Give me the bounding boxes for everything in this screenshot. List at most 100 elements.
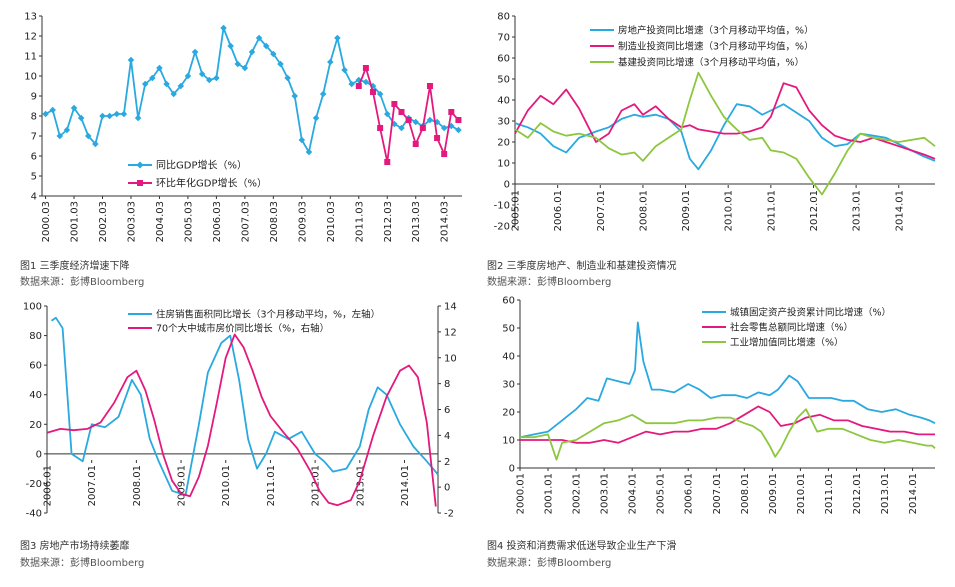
data-point: [70, 104, 78, 112]
data-point: [291, 92, 298, 100]
caption-chart1: 图1 三季度经济增速下降: [20, 261, 130, 272]
data-point: [370, 89, 377, 95]
x-tick-label: 2000.03: [41, 201, 52, 242]
x-tick-label: 2004.03: [155, 201, 166, 242]
x-tick-label: 2014.01: [894, 190, 905, 231]
x-tick-label: 2011.03: [354, 201, 365, 242]
data-point: [341, 66, 348, 74]
y-tick-label: -10: [494, 201, 510, 212]
x-tick-label: 2008.03: [269, 201, 280, 242]
y-tick-label: 0: [504, 180, 510, 191]
x-tick-label: 2007.03: [240, 201, 251, 242]
x-tick-label: 2007.01: [596, 190, 607, 231]
series-line-2: [520, 405, 935, 444]
legend-marker: [136, 161, 144, 169]
data-point: [63, 126, 71, 134]
data-point: [85, 132, 92, 140]
data-point: [213, 74, 220, 82]
x-tick-label: 2010.03: [326, 201, 337, 242]
x-tick-label: 2009.01: [681, 190, 692, 231]
data-point: [198, 70, 206, 78]
y-tick-label: 10: [502, 436, 515, 447]
x-tick-label: 2012.01: [809, 190, 820, 231]
source-chart1: 数据来源：彭博Bloomberg: [20, 277, 145, 288]
x-tick-label: 2010.01: [796, 473, 807, 514]
y-right-tick-label: 8: [444, 379, 450, 390]
y-tick-label: 40: [497, 96, 510, 107]
y-tick-label: 50: [502, 324, 515, 335]
y-tick-label: 80: [29, 331, 42, 342]
x-tick-label: 2014.01: [908, 473, 919, 514]
y-tick-label: 12: [24, 32, 37, 43]
data-point: [398, 124, 405, 132]
data-point: [120, 110, 128, 118]
y-tick-label: 9: [31, 92, 37, 103]
series-line-3: [514, 71, 936, 196]
x-tick-label: 2000.01: [516, 473, 527, 514]
legend-label: 房地产投资同比增速（3个月移动平均值，%）: [618, 25, 814, 37]
x-tick-label: 2012.01: [311, 465, 322, 506]
y-tick-label: 40: [502, 352, 515, 363]
x-tick-label: 2014.03: [440, 201, 451, 242]
y-tick-label: 70: [497, 33, 510, 44]
y-tick-label: 6: [31, 152, 37, 163]
y-right-tick-label: 10: [444, 353, 457, 364]
data-point: [455, 117, 462, 123]
data-point: [384, 110, 391, 118]
y-tick-label: -20: [26, 479, 42, 490]
y-tick-label: 13: [24, 12, 37, 23]
legend-label: 社会零售总额同比增速（%）: [730, 322, 853, 334]
legend-label: 基建投资同比增速（3个月移动平均值，%）: [618, 57, 804, 69]
data-point: [77, 114, 85, 122]
data-point: [206, 76, 213, 84]
data-point: [170, 90, 177, 98]
data-point: [412, 141, 419, 147]
data-point: [163, 80, 170, 88]
data-point: [319, 90, 327, 98]
y-tick-label: 4: [31, 192, 37, 203]
data-point: [241, 64, 249, 72]
y-tick-label: 40: [29, 390, 42, 401]
x-tick-label: 2005.01: [656, 473, 667, 514]
data-point: [312, 114, 320, 122]
caption-chart4: 图4 投资和消费需求低迷导致企业生产下滑: [487, 541, 677, 552]
y-right-tick-label: 6: [444, 405, 450, 416]
y-right-tick-label: 4: [444, 431, 450, 442]
y-right-tick-label: 2: [444, 457, 450, 468]
legend-label: 70个大中城市房价同比增长（%，右轴）: [156, 323, 329, 335]
x-tick-label: 2005.03: [183, 201, 194, 242]
y-tick-label: 60: [497, 54, 510, 65]
y-tick-label: -20: [494, 222, 510, 233]
y-tick-label: 20: [502, 408, 515, 419]
x-tick-label: 2011.01: [824, 473, 835, 514]
data-point: [106, 112, 113, 120]
y-right-tick-label: 0: [444, 483, 450, 494]
x-tick-label: 2006.01: [553, 190, 564, 231]
y-tick-label: 60: [29, 361, 42, 372]
data-point: [334, 34, 341, 42]
x-tick-label: 2011.01: [266, 465, 277, 506]
y-tick-label: 10: [497, 159, 510, 170]
legend-label: 环比年化GDP增长（%）: [156, 177, 267, 190]
chart1-svg: 4 5 6 7 8 9 10 11 12 13 2000.03 2001.03 2002.03 2003.…: [24, 12, 462, 242]
data-point: [384, 159, 391, 165]
x-tick-label: 2006.01: [43, 465, 54, 506]
x-tick-label: 2013.01: [880, 473, 891, 514]
x-tick-label: 2006.01: [684, 473, 695, 514]
x-tick-label: 2010.01: [724, 190, 735, 231]
y-tick-label: 0: [36, 449, 42, 460]
x-tick-label: 2010.01: [221, 465, 232, 506]
data-point: [377, 125, 384, 131]
y-tick-label: 30: [497, 117, 510, 128]
x-tick-label: 2001.03: [70, 201, 81, 242]
y-tick-label: 80: [497, 12, 510, 23]
legend-marker: [137, 180, 143, 186]
y-tick-label: 0: [509, 464, 515, 475]
x-tick-label: 2012.03: [383, 201, 394, 242]
x-tick-label: 2009.01: [177, 465, 188, 506]
x-tick-label: 2014.01: [400, 465, 411, 506]
data-point: [156, 64, 163, 72]
legend-label: 住房销售面积同比增长（3个月移动平均，%，左轴）: [156, 309, 380, 321]
data-point: [248, 48, 256, 56]
x-tick-label: 2008.01: [740, 473, 751, 514]
